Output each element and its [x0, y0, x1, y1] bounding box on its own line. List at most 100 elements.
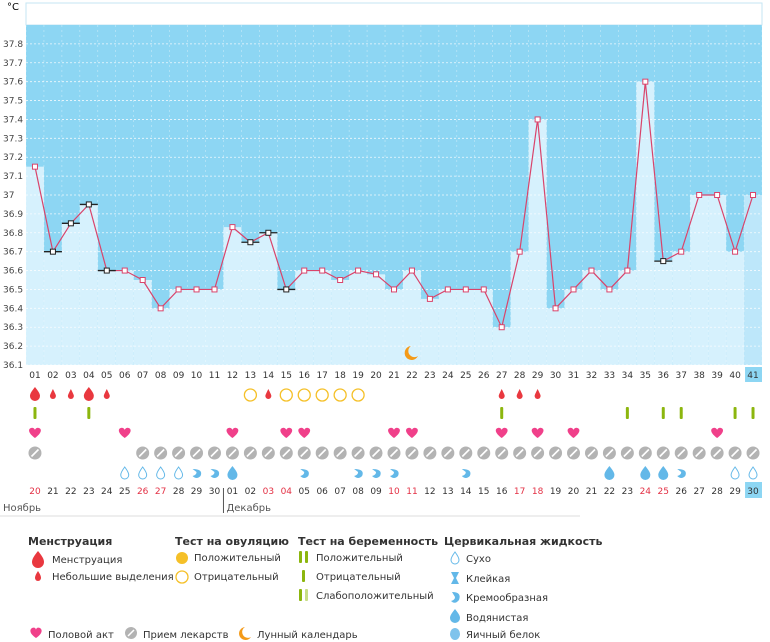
ovulation-negative-icon [351, 388, 365, 402]
temperature-bar [349, 270, 368, 365]
temperature-point [516, 248, 523, 255]
temperature-bar [259, 232, 278, 365]
cervical-dry-icon [120, 466, 130, 480]
temperature-bar [43, 251, 62, 365]
temperature-bar [492, 327, 511, 365]
date-label: 25 [119, 487, 130, 497]
date-axis: 01 02 03 04 05 06 07 08 09 10 11 12 13 14 15 16 17 18 19 20… [0, 367, 762, 517]
cycle-day-label: 15 [281, 371, 292, 381]
temperature-point [247, 239, 254, 246]
light-spotting-icon [49, 389, 56, 399]
medication-pill-line [30, 448, 40, 458]
legend-pregnancy-negative: Отрицательный [316, 572, 401, 583]
date-label: 17 [514, 487, 525, 497]
medication-pill-line [659, 448, 668, 458]
intercourse-icon [495, 427, 508, 438]
cycle-day-label: 21 [388, 371, 399, 381]
cycle-day-label: 07 [137, 371, 148, 381]
y-tick-label: 37.2 [3, 153, 23, 163]
cycle-day-label: 18 [334, 371, 346, 381]
cycle-day-label: 16 [299, 371, 311, 381]
date-label: 08 [352, 487, 364, 497]
pregnancy-negative-icon [733, 407, 737, 419]
temperature-point [426, 295, 433, 302]
temperature-bar [654, 261, 673, 365]
temperature-bar [708, 195, 727, 365]
temperature-bar [115, 270, 134, 365]
medication-pill-line [318, 448, 327, 458]
temperature-bar [690, 195, 709, 365]
cycle-day-label: 30 [550, 371, 562, 381]
medication-pill-line [282, 448, 291, 458]
cycle-day-label: 17 [316, 371, 327, 381]
cervical-creamy-icon [372, 469, 381, 478]
temperature-point [67, 220, 74, 227]
pregnancy-faint-icon [299, 589, 302, 601]
cycle-day-label: 40 [729, 371, 741, 381]
temperature-point [211, 286, 218, 293]
medication-pill-line [264, 448, 273, 458]
cycle-day-label: 31 [568, 371, 579, 381]
date-label: 27 [693, 487, 704, 497]
date-label: 22 [604, 487, 615, 497]
temperature-bar [744, 195, 762, 365]
temperature-point [283, 286, 290, 293]
temperature-bar [420, 298, 439, 365]
cycle-day-label: 35 [640, 371, 651, 381]
temperature-point [678, 248, 685, 255]
pregnancy-positive-icon [299, 551, 302, 563]
intercourse-icon [711, 427, 724, 438]
temperature-point [193, 286, 200, 293]
date-label: 23 [622, 487, 633, 497]
medication-pill-line [623, 448, 632, 458]
legend-cervical-title: Цервикальная жидкость [444, 535, 602, 548]
medication-pill-line [479, 448, 488, 458]
legend-menstruation-title: Менструация [28, 535, 112, 548]
date-label: 26 [137, 487, 149, 497]
cycle-day-label: 14 [263, 371, 275, 381]
cycle-day-label: 22 [406, 371, 417, 381]
intercourse-icon [298, 427, 311, 438]
temperature-point [642, 78, 649, 85]
temperature-point [552, 305, 559, 312]
medication-pill-line [695, 448, 704, 458]
y-tick-label: 37.4 [3, 115, 23, 125]
ovulation-negative-icon [333, 388, 347, 402]
y-tick-label: 36.9 [3, 210, 23, 220]
legend-cervical-dry: Сухо [466, 554, 491, 565]
temperature-bar [546, 308, 565, 365]
temperature-point [157, 305, 164, 312]
menstruation-icon [83, 387, 94, 402]
plot-area [25, 2, 763, 366]
pregnancy-negative-icon [302, 570, 305, 582]
temperature-bar [331, 280, 350, 365]
legend-ovulation-title: Тест на овуляцию [175, 535, 289, 548]
cycle-day-label: 08 [155, 371, 167, 381]
pregnancy-negative-icon [751, 407, 755, 419]
medication-pill-line [210, 448, 219, 458]
medication-pill-line [443, 448, 452, 458]
temperature-bar [528, 119, 547, 365]
medication-pill-line [731, 448, 740, 458]
cycle-day-label: 13 [245, 371, 256, 381]
temperature-point [732, 248, 739, 255]
y-tick-label: 36.8 [3, 229, 23, 239]
intercourse-icon [388, 427, 400, 438]
cycle-day-label: 34 [622, 371, 634, 381]
medication-pill-line [407, 448, 417, 458]
y-tick-label: 36.5 [3, 285, 23, 295]
intercourse-icon [406, 427, 418, 438]
cervical-watery-icon [604, 466, 615, 480]
date-label: 19 [550, 487, 562, 497]
pregnancy-negative-icon [500, 407, 504, 419]
temperature-point [750, 192, 757, 198]
cycle-day-label: 05 [101, 371, 112, 381]
y-tick-label: 37.5 [3, 97, 23, 107]
cervical-dry-icon [174, 466, 184, 480]
y-tick-label: 37.3 [3, 134, 23, 144]
temperature-point [103, 267, 110, 274]
cycle-day-label: 20 [370, 371, 382, 381]
date-label: 04 [281, 487, 293, 497]
temperature-point [175, 286, 182, 293]
medication-pill-line [748, 448, 758, 458]
